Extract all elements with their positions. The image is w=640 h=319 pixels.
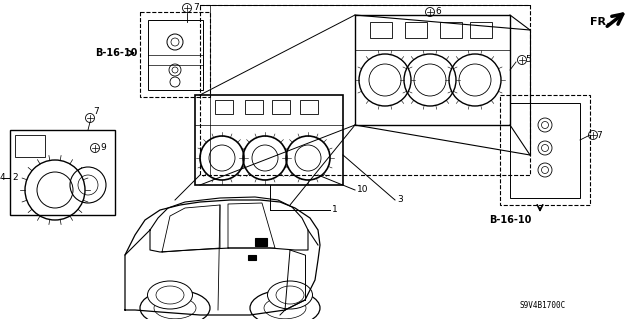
Bar [300,100,318,114]
Bar [470,22,492,38]
Text: 6: 6 [435,8,441,17]
Text: 7: 7 [193,4,199,12]
Bar [355,15,510,125]
Ellipse shape [268,281,312,309]
Bar [272,100,290,114]
Text: S9V4B1700C: S9V4B1700C [520,300,566,309]
Text: 7: 7 [596,130,602,139]
Bar [255,238,267,246]
Bar [248,255,256,260]
Text: B-16-10: B-16-10 [95,48,138,58]
Bar [370,22,392,38]
Bar [140,12,210,97]
Bar [200,5,530,175]
Text: 5: 5 [525,56,531,64]
Text: 2: 2 [12,174,18,182]
Text: 9: 9 [100,144,106,152]
Bar [148,20,203,90]
Bar [510,103,580,198]
Text: 4: 4 [0,174,6,182]
Bar [15,135,45,157]
Bar [500,95,590,205]
Bar [405,22,427,38]
Text: B-16-10: B-16-10 [489,215,531,225]
Text: 10: 10 [357,186,369,195]
Text: FR.: FR. [590,17,611,27]
Bar [440,22,462,38]
Text: 7: 7 [93,108,99,116]
Text: 3: 3 [397,196,403,204]
Bar [215,100,233,114]
Bar [245,100,263,114]
Bar [10,130,115,215]
Text: 1: 1 [332,205,338,214]
Bar [195,95,343,185]
Ellipse shape [147,281,193,309]
